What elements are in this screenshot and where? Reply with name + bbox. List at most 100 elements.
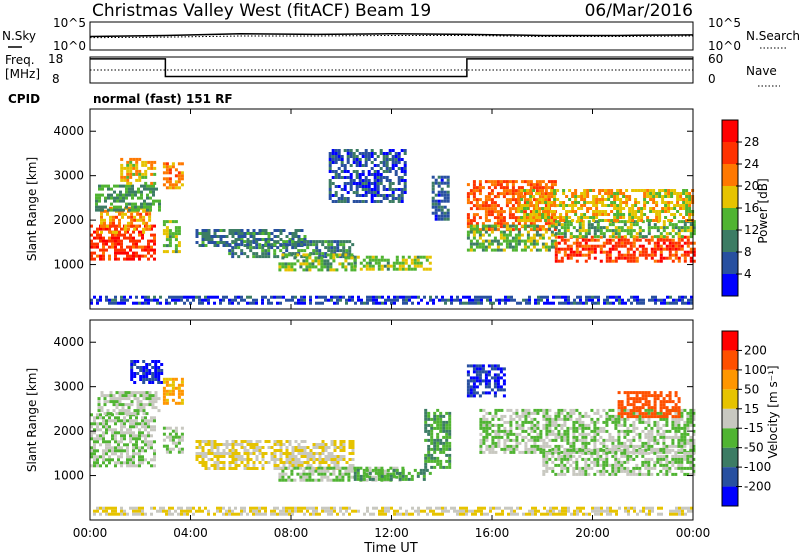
data-cell (336, 455, 340, 458)
data-cell (584, 411, 588, 415)
data-cell (542, 441, 546, 445)
data-cell (617, 220, 621, 224)
data-cell (664, 201, 668, 204)
data-cell (479, 426, 483, 430)
data-cell (365, 468, 369, 472)
data-cell (324, 443, 328, 446)
data-cell (151, 378, 155, 381)
data-cell (442, 441, 446, 445)
data-cell (237, 295, 240, 299)
data-cell (653, 223, 657, 227)
data-cell (578, 426, 582, 430)
data-cell (475, 379, 479, 383)
data-cell (135, 437, 138, 441)
data-cell (521, 426, 525, 430)
data-cell (662, 235, 666, 239)
data-cell (544, 207, 548, 210)
data-cell (129, 166, 133, 170)
data-cell (647, 447, 651, 451)
data-cell (545, 417, 549, 421)
data-cell (523, 198, 527, 202)
data-cell (524, 414, 528, 418)
data-cell (499, 233, 503, 237)
data-cell (138, 458, 141, 462)
data-cell (566, 238, 570, 242)
data-cell (539, 444, 543, 448)
data-cell (506, 432, 510, 436)
data-cell (581, 220, 585, 224)
data-cell (543, 301, 546, 305)
data-cell (143, 202, 146, 206)
data-cell (373, 185, 377, 188)
data-cell (204, 455, 208, 458)
data-cell (117, 443, 120, 447)
data-cell (509, 450, 513, 454)
noise-series-n-search (89, 34, 694, 39)
data-cell (560, 226, 564, 230)
data-cell (151, 394, 155, 398)
data-cell (440, 214, 444, 218)
data-cell (626, 226, 630, 230)
data-cell (153, 251, 156, 255)
data-cell (635, 426, 639, 430)
data-cell (617, 444, 621, 448)
data-cell (204, 452, 208, 455)
data-cell (411, 301, 414, 305)
data-cell (478, 233, 482, 237)
data-cell (145, 372, 149, 375)
data-cell (466, 230, 470, 234)
data-cell (153, 449, 156, 453)
data-cell (427, 417, 431, 421)
data-cell (111, 239, 114, 243)
data-cell (528, 295, 531, 299)
data-cell (136, 409, 140, 413)
data-cell (650, 444, 654, 448)
data-cell (563, 414, 567, 418)
data-cell (127, 391, 131, 395)
data-cell (499, 186, 503, 190)
data-cell (90, 245, 93, 249)
data-cell (104, 196, 107, 200)
data-cell (653, 250, 657, 254)
data-cell (562, 189, 566, 192)
data-cell (530, 426, 534, 430)
data-cell (614, 244, 618, 248)
data-cell (638, 253, 642, 257)
data-cell (201, 440, 205, 443)
data-cell (456, 298, 459, 302)
data-cell (145, 378, 149, 381)
data-cell (538, 180, 542, 184)
data-cell (346, 170, 350, 173)
data-cell (442, 435, 446, 439)
data-cell (128, 184, 131, 188)
data-cell (481, 204, 485, 208)
data-cell (433, 441, 437, 445)
data-cell (644, 435, 648, 439)
data-cell (582, 301, 585, 305)
data-cell (174, 244, 178, 248)
data-cell (674, 247, 678, 251)
data-cell (149, 196, 152, 200)
data-cell (538, 233, 542, 237)
data-cell (130, 363, 134, 366)
data-cell (117, 458, 120, 462)
data-cell (273, 243, 277, 247)
data-cell (273, 255, 277, 259)
data-cell (500, 447, 504, 451)
data-cell (407, 264, 411, 268)
data-cell (96, 233, 99, 237)
data-cell (478, 376, 482, 380)
data-cell (124, 412, 128, 416)
data-cell (613, 195, 617, 198)
data-cell (99, 416, 102, 420)
data-cell (365, 255, 369, 259)
data-cell (535, 233, 539, 237)
data-cell (642, 298, 645, 302)
data-cell (416, 474, 420, 478)
data-cell (375, 301, 378, 305)
data-cell (113, 196, 116, 200)
data-cell (219, 298, 222, 302)
data-cell (520, 204, 524, 207)
data-cell (562, 219, 566, 222)
data-cell (617, 438, 621, 442)
